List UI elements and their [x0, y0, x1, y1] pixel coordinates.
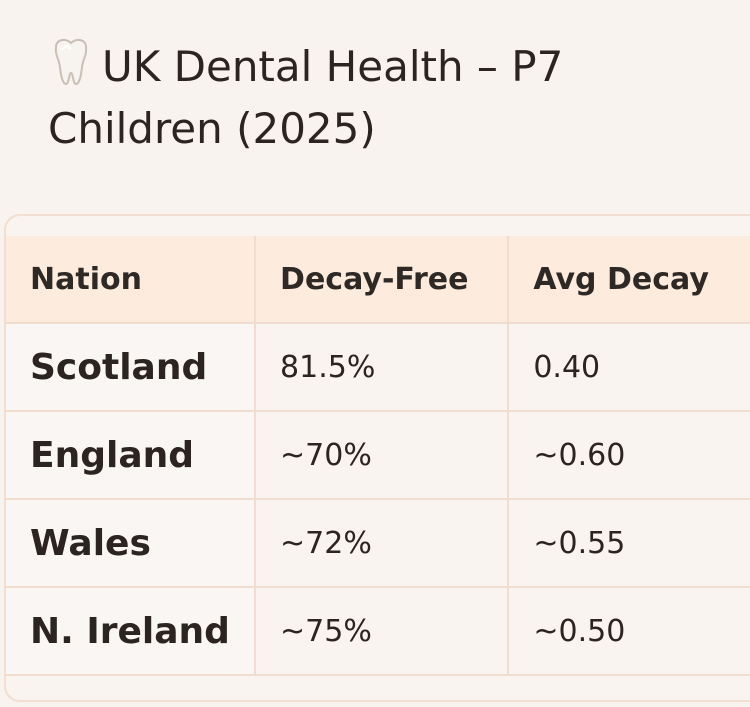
avg-decay-cell: ~0.55: [509, 500, 750, 588]
nation-cell: Wales: [6, 500, 257, 588]
decay-free-cell: ~72%: [256, 500, 510, 588]
tooth-icon: [54, 38, 88, 86]
nation-cell: England: [6, 412, 257, 500]
page-title: UK Dental Health – P7 Children (2025): [48, 36, 708, 160]
table-header-row: Nation Decay-Free Avg Decay: [6, 236, 750, 324]
avg-decay-cell: 0.40: [509, 324, 750, 412]
data-table-card: Nation Decay-Free Avg Decay Scotland 81.…: [4, 214, 750, 702]
table-row: N. Ireland ~75% ~0.50: [6, 588, 750, 676]
dental-health-table: Nation Decay-Free Avg Decay Scotland 81.…: [6, 236, 750, 676]
decay-free-cell: ~70%: [256, 412, 510, 500]
table-row: Scotland 81.5% 0.40: [6, 324, 750, 412]
decay-free-cell: 81.5%: [256, 324, 510, 412]
column-header-avg-decay: Avg Decay: [509, 236, 750, 324]
nation-cell: Scotland: [6, 324, 257, 412]
table-row: Wales ~72% ~0.55: [6, 500, 750, 588]
page-title-text: UK Dental Health – P7 Children (2025): [48, 42, 564, 153]
decay-free-cell: ~75%: [256, 588, 510, 676]
avg-decay-cell: ~0.50: [509, 588, 750, 676]
column-header-nation: Nation: [6, 236, 257, 324]
column-header-decay-free: Decay-Free: [256, 236, 510, 324]
nation-cell: N. Ireland: [6, 588, 257, 676]
avg-decay-cell: ~0.60: [509, 412, 750, 500]
table-row: England ~70% ~0.60: [6, 412, 750, 500]
